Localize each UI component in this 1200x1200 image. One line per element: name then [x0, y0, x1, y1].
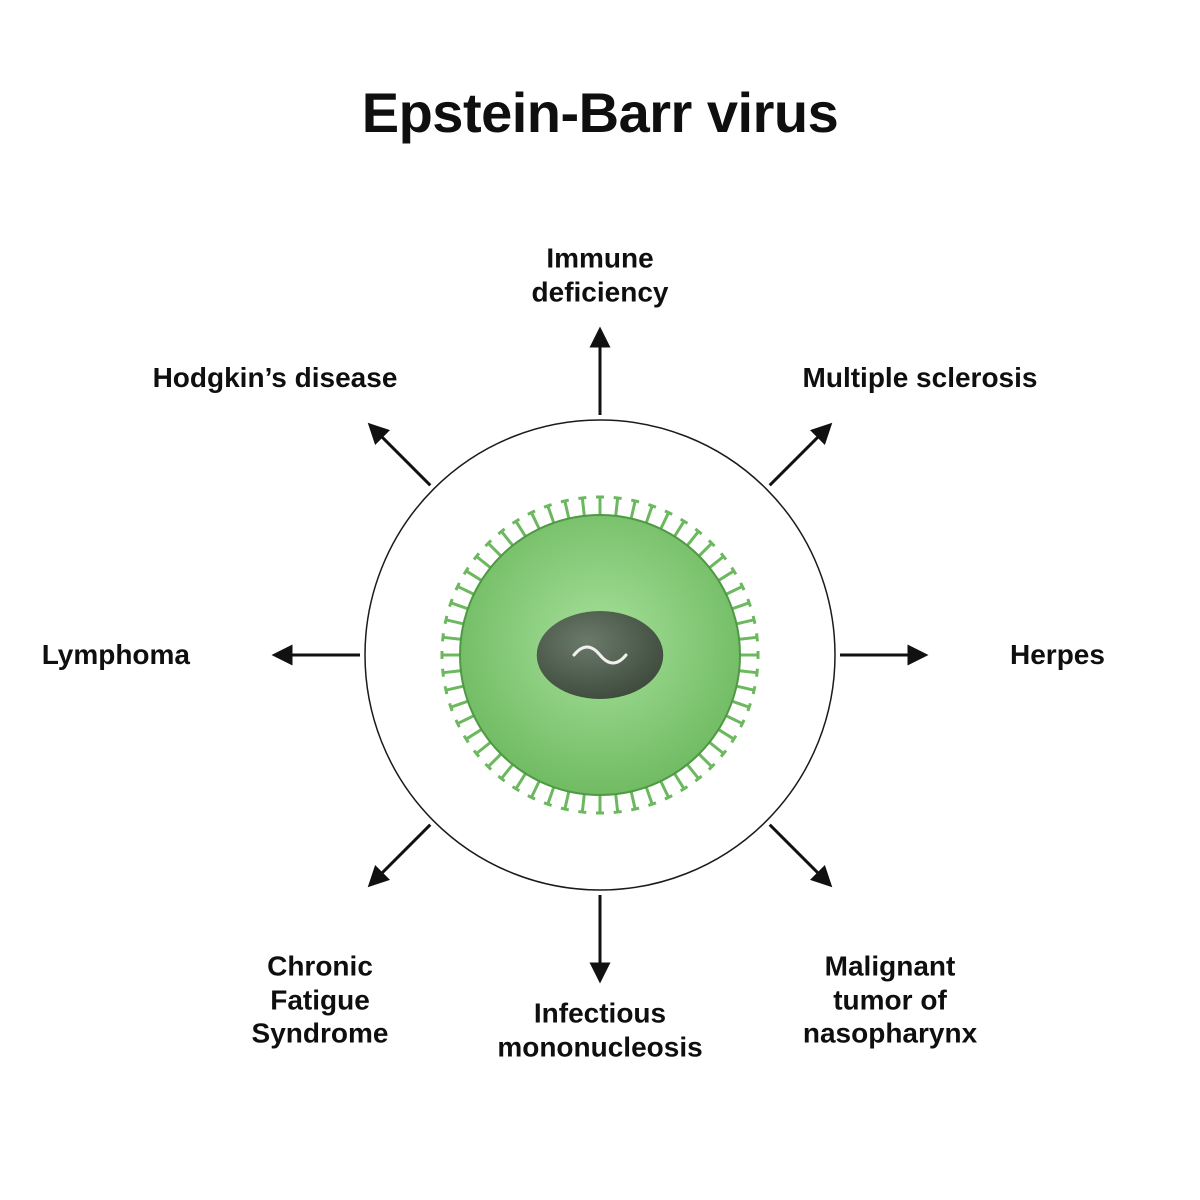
- label-immune-deficiency: Immune deficiency: [450, 241, 750, 308]
- label-hodgkins: Hodgkin’s disease: [125, 361, 425, 395]
- label-herpes: Herpes: [1010, 638, 1200, 672]
- arrow-hodgkins: [370, 425, 430, 485]
- arrow-malignant-tumor: [770, 825, 830, 885]
- label-multiple-sclerosis: Multiple sclerosis: [770, 361, 1070, 395]
- label-malignant-tumor: Malignant tumor of nasopharynx: [740, 950, 1040, 1051]
- arrow-multiple-sclerosis: [770, 425, 830, 485]
- label-infectious-mono: Infectious mononucleosis: [450, 996, 750, 1063]
- label-chronic-fatigue: Chronic Fatigue Syndrome: [170, 950, 470, 1051]
- label-lymphoma: Lymphoma: [0, 638, 190, 672]
- arrow-chronic-fatigue: [370, 825, 430, 885]
